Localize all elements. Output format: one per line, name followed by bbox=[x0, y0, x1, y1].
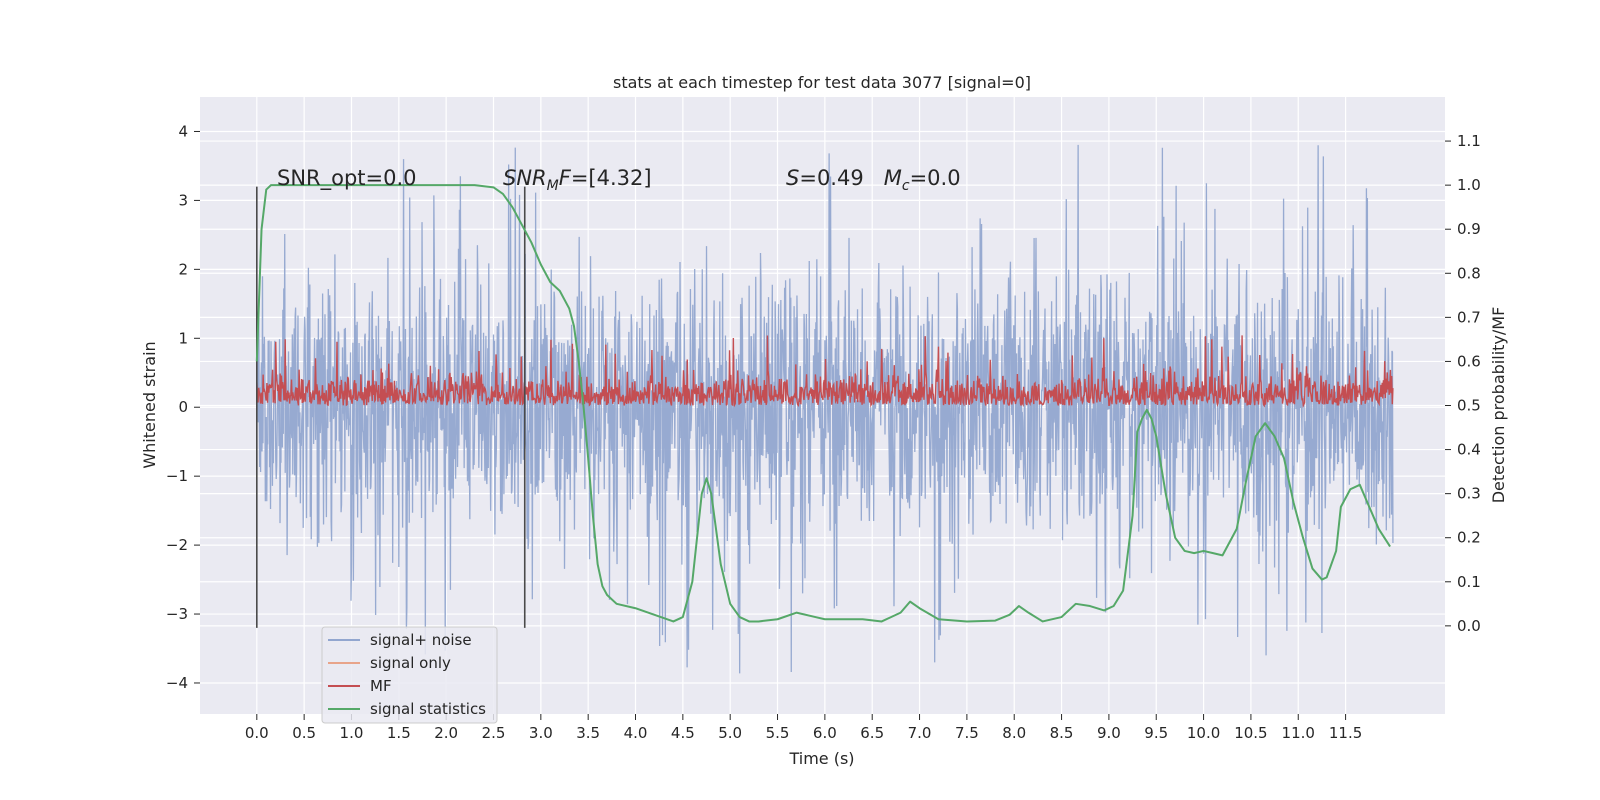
x-tick-label: 5.0 bbox=[718, 724, 742, 742]
x-axis-label: Time (s) bbox=[788, 749, 854, 768]
series-mf bbox=[256, 335, 1394, 409]
y-right-tick-label: 0.8 bbox=[1457, 264, 1481, 282]
y-right-tick-label: 0.5 bbox=[1457, 397, 1481, 415]
x-tick-label: 2.5 bbox=[482, 724, 506, 742]
annotation-snr-opt: SNR_opt=0.0 bbox=[277, 166, 417, 191]
legend: signal+ noise signal only MF signal stat… bbox=[321, 626, 498, 724]
y-left-tick-label: 4 bbox=[178, 122, 188, 140]
y-left-tick-label: −4 bbox=[166, 674, 188, 692]
y-right-tick-label: 1.1 bbox=[1457, 132, 1481, 150]
y-right-tick-label: 1.0 bbox=[1457, 176, 1481, 194]
line-mf bbox=[256, 335, 1394, 409]
annotation-mc-value: =0.0 bbox=[910, 166, 961, 190]
annotation-snr-mf-value: =[4.32] bbox=[571, 166, 652, 190]
y-left-tick-label: −1 bbox=[166, 467, 188, 485]
line-signal-noise bbox=[256, 144, 1394, 674]
y-left-tick-label: 1 bbox=[178, 329, 188, 347]
y-left-tick-label: 0 bbox=[178, 398, 188, 416]
y-right-tick-label: 0.3 bbox=[1457, 485, 1481, 503]
x-tick-label: 6.5 bbox=[860, 724, 884, 742]
y-left-tick-label: −3 bbox=[166, 605, 188, 623]
x-tick-label: 11.5 bbox=[1329, 724, 1362, 742]
y-right-tick-label: 0.0 bbox=[1457, 617, 1481, 635]
vertical-markers bbox=[256, 186, 526, 628]
chart-title: stats at each timestep for test data 307… bbox=[613, 73, 1031, 92]
y-right-tick-label: 0.9 bbox=[1457, 220, 1481, 238]
y-right-axis-label: Detection probability/MF bbox=[1489, 307, 1508, 504]
y-right-tick-label: 0.4 bbox=[1457, 441, 1481, 459]
y-right-tick-label: 0.6 bbox=[1457, 352, 1481, 370]
x-tick-label: 1.0 bbox=[340, 724, 364, 742]
x-axis-ticks: 0.0 0.5 1.0 1.5 2.0 2.5 3.0 3.5 4.0 4.5 5.0 5.5 6.0 6… bbox=[245, 714, 1362, 742]
x-tick-label: 8.0 bbox=[1002, 724, 1026, 742]
x-tick-label: 7.0 bbox=[908, 724, 932, 742]
legend-label-signal-statistics: signal statistics bbox=[370, 700, 486, 718]
x-tick-label: 1.5 bbox=[387, 724, 411, 742]
y-right-axis-ticks: 0.0 0.1 0.2 0.3 0.4 0.5 0.6 0.7 0.8 0.9 1.0 1.1 bbox=[1445, 132, 1481, 635]
annotations: SNR_opt=0.0 SNRMF=[4.32] S=0.49 Mc=0.0 bbox=[277, 166, 961, 194]
x-tick-label: 2.0 bbox=[434, 724, 458, 742]
y-right-tick-label: 0.7 bbox=[1457, 308, 1481, 326]
annotation-snr-mf: SNRMF=[4.32] bbox=[503, 166, 652, 194]
series-signal-statistics bbox=[255, 184, 1391, 623]
x-tick-label: 7.5 bbox=[955, 724, 979, 742]
y-left-tick-label: −2 bbox=[166, 536, 188, 554]
y-left-axis-label: Whitened strain bbox=[140, 341, 159, 468]
y-right-tick-label: 0.2 bbox=[1457, 529, 1481, 547]
y-left-axis-ticks: −4 −3 −2 −1 0 1 2 3 4 bbox=[166, 122, 200, 692]
x-tick-label: 5.5 bbox=[766, 724, 790, 742]
annotation-s-value: =0.49 bbox=[799, 166, 883, 190]
series-signal-noise bbox=[256, 144, 1394, 674]
y-right-tick-label: 0.1 bbox=[1457, 573, 1481, 591]
x-tick-label: 10.5 bbox=[1234, 724, 1267, 742]
x-tick-label: 4.0 bbox=[624, 724, 648, 742]
x-tick-label: 4.5 bbox=[671, 724, 695, 742]
x-tick-label: 3.0 bbox=[529, 724, 553, 742]
x-tick-label: 8.5 bbox=[1050, 724, 1074, 742]
legend-label-signal-only: signal only bbox=[370, 654, 451, 672]
x-tick-label: 0.5 bbox=[292, 724, 316, 742]
x-tick-label: 9.5 bbox=[1144, 724, 1168, 742]
legend-label-signal-noise: signal+ noise bbox=[370, 631, 472, 649]
line-signal-statistics bbox=[255, 184, 1391, 623]
x-tick-label: 6.0 bbox=[813, 724, 837, 742]
x-tick-label: 10.0 bbox=[1187, 724, 1220, 742]
y-left-tick-label: 2 bbox=[178, 260, 188, 278]
x-tick-label: 3.5 bbox=[576, 724, 600, 742]
x-tick-label: 11.0 bbox=[1282, 724, 1315, 742]
y-left-tick-label: 3 bbox=[178, 191, 188, 209]
legend-label-mf: MF bbox=[370, 677, 392, 695]
annotation-s-mc: S=0.49 Mc=0.0 bbox=[786, 166, 961, 194]
x-tick-label: 0.0 bbox=[245, 724, 269, 742]
legend-box bbox=[321, 626, 498, 724]
x-tick-label: 9.0 bbox=[1097, 724, 1121, 742]
